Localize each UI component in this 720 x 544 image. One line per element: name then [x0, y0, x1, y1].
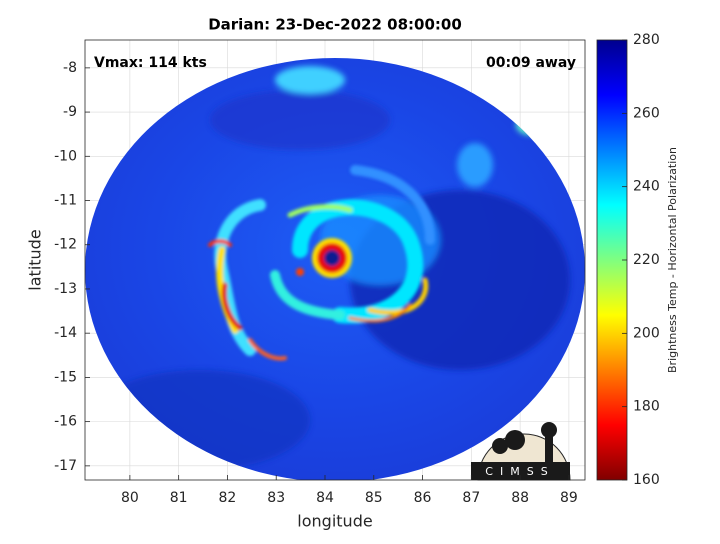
colorbar-label: Brightness Temp - Horizontal Polarizatio…	[666, 147, 679, 373]
y-tick-label: -10	[54, 148, 77, 164]
y-axis-label: latitude	[26, 229, 45, 290]
x-tick-label: 82	[219, 490, 237, 506]
colorbar-tick-label: 220	[633, 252, 660, 268]
x-tick-label: 89	[560, 490, 578, 506]
y-tick-label: -12	[54, 237, 77, 253]
x-tick-label: 88	[511, 490, 529, 506]
colorbar-tick-label: 160	[633, 472, 660, 488]
plot-frame	[84, 39, 586, 481]
x-tick-label: 84	[316, 490, 334, 506]
logo: CIMSS	[471, 422, 571, 481]
colorbar-tick-label: 280	[633, 32, 660, 48]
y-tick-label: -13	[54, 281, 77, 297]
y-tick-label: -17	[54, 458, 77, 474]
y-tick-label: -11	[54, 193, 77, 209]
x-tick-label: 81	[170, 490, 188, 506]
y-tick-label: -15	[54, 369, 77, 385]
colorbar-tick-label: 200	[633, 325, 660, 341]
x-tick-label: 80	[121, 490, 139, 506]
colorbar-tick-label: 240	[633, 179, 660, 195]
y-tick-label: -14	[54, 325, 77, 341]
logo-text: CIMSS	[485, 465, 554, 478]
x-tick-label: 86	[414, 490, 432, 506]
chart-title: Darian: 23-Dec-2022 08:00:00	[208, 16, 462, 34]
colorbar-tick-label: 180	[633, 399, 660, 415]
colorbar-tick-label: 260	[633, 105, 660, 121]
x-axis-label: longitude	[297, 512, 372, 531]
y-tick-label: -16	[54, 414, 77, 430]
x-tick-label: 87	[462, 490, 480, 506]
y-tick-label: -9	[63, 104, 77, 120]
x-tick-label: 83	[267, 490, 285, 506]
annotation: 00:09 away	[486, 55, 576, 71]
x-tick-label: 85	[365, 490, 383, 506]
y-tick-label: -8	[63, 60, 77, 76]
annotation: Vmax: 114 kts	[94, 55, 207, 71]
